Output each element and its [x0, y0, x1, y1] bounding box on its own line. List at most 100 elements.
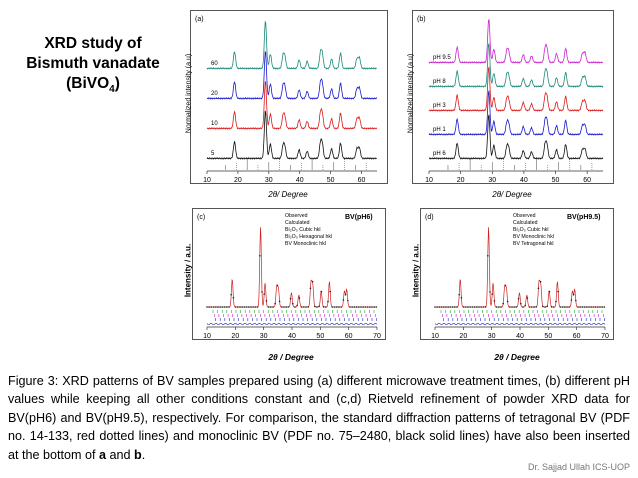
- observed-point-c: [274, 302, 276, 305]
- x-tick-label-a: 60: [358, 177, 366, 184]
- legend-entry-d: Calculated: [513, 220, 538, 226]
- observed-point-d: [537, 287, 540, 290]
- observed-point-c: [261, 291, 263, 293]
- curve-label-b: pH 8: [433, 79, 446, 85]
- observed-point-c: [256, 306, 259, 308]
- x-tick-label-a: 40: [296, 177, 304, 184]
- observed-point-d: [471, 306, 474, 308]
- observed-point-c: [212, 306, 215, 308]
- observed-point-d: [531, 306, 533, 308]
- x-tick-label-d: 50: [544, 333, 552, 340]
- observed-point-c: [327, 300, 329, 303]
- observed-point-c: [287, 306, 290, 308]
- rietveld-plot-c: (c) BV(pH6) 10 20 30 40 50 60 70 ObservedCalcul…: [197, 213, 381, 340]
- observed-point-c: [223, 306, 226, 308]
- observed-point-d: [533, 306, 535, 308]
- observed-point-d: [588, 306, 590, 308]
- observed-point-d: [438, 306, 441, 308]
- curve-label-b: pH 1: [433, 127, 446, 133]
- xrd-curve-b: [428, 18, 604, 64]
- observed-point-d: [583, 306, 586, 308]
- observed-point-c: [259, 255, 261, 257]
- legend-entry-d: Bi₂O₃ Cubic hkl: [513, 227, 549, 233]
- observed-point-c: [362, 306, 364, 308]
- x-tick-label-a: 50: [327, 177, 335, 184]
- observed-point-c: [322, 306, 325, 308]
- caption-bold-b: b: [134, 447, 142, 462]
- observed-point-c: [364, 306, 367, 308]
- observed-point-d: [465, 306, 467, 308]
- observed-point-d: [478, 306, 480, 308]
- observed-point-d: [559, 306, 562, 308]
- observed-point-c: [289, 297, 292, 300]
- observed-point-d: [462, 306, 465, 308]
- rietveld-panel-d: (d) BV(pH9.5) 10 20 30 40 50 60 70 Observed Calc…: [420, 208, 614, 340]
- x-tick-label-c: 50: [316, 333, 324, 340]
- observed-point-c: [239, 306, 241, 308]
- observed-point-c: [340, 306, 342, 308]
- x-tick-label-d: 30: [488, 333, 496, 340]
- observed-point-c: [325, 306, 327, 308]
- observed-point-d: [517, 297, 520, 300]
- observed-point-d: [539, 280, 542, 283]
- observed-point-d: [515, 306, 518, 308]
- observed-point-d: [581, 306, 584, 308]
- observed-point-d: [487, 255, 489, 257]
- caption-bold-a: a: [99, 447, 107, 462]
- curve-label-b: pH 6: [433, 151, 446, 157]
- observed-point-d: [482, 306, 485, 308]
- observed-point-c: [250, 306, 252, 308]
- observed-point-c: [228, 306, 230, 308]
- observed-point-c: [215, 306, 217, 308]
- observed-point-d: [498, 306, 500, 308]
- observed-point-d: [561, 306, 564, 308]
- observed-point-c: [270, 306, 272, 308]
- observed-point-d: [480, 306, 482, 308]
- observed-point-c: [307, 306, 309, 308]
- title-line-3: (BiVO4): [66, 75, 120, 96]
- legend-entry-d: Observed: [513, 213, 536, 219]
- observed-point-c: [276, 284, 279, 287]
- observed-point-d: [506, 300, 509, 303]
- observed-point-c: [344, 294, 347, 296]
- observed-point-c: [206, 306, 208, 308]
- observed-point-c: [351, 306, 353, 308]
- xrd-plot-a: (a) 10 20 30 40 50 60 60 20 10 5: [195, 16, 378, 184]
- observed-point-d: [502, 302, 504, 305]
- xrd-curve-b: [428, 114, 604, 160]
- observed-point-d: [509, 306, 511, 308]
- observed-point-d: [493, 300, 496, 302]
- observed-point-c: [254, 306, 257, 308]
- curve-label-a: 5: [211, 151, 215, 157]
- xrd-curve-a: [206, 81, 378, 130]
- observed-point-c: [298, 297, 301, 299]
- panel-tag-c: (c): [197, 214, 205, 221]
- observed-point-d: [447, 306, 449, 308]
- observed-point-c: [208, 306, 210, 308]
- observed-point-c: [318, 305, 320, 308]
- panel-tag-d: (d): [425, 214, 434, 221]
- ylabel-c: Intensity / a.u.: [183, 243, 193, 298]
- observed-point-d: [553, 306, 555, 308]
- observed-point-d: [524, 304, 526, 307]
- x-tick-label-d: 70: [601, 333, 609, 340]
- difference-curve-c: [206, 322, 378, 326]
- observed-point-c: [342, 299, 345, 301]
- title-line-2: Bismuth vanadate: [26, 55, 160, 72]
- curve-label-a: 10: [211, 121, 218, 127]
- x-tick-label-c: 40: [288, 333, 296, 340]
- observed-point-c: [349, 306, 351, 308]
- xlabel-d: 2θ / Degree: [494, 352, 540, 362]
- x-tick-label-b: 60: [583, 177, 591, 184]
- observed-point-c: [309, 287, 312, 290]
- xrd-curve-a: [206, 110, 377, 160]
- legend-entry-d: BV Monoclinic hkl: [513, 234, 554, 240]
- observed-point-c: [338, 306, 340, 308]
- xrd-curve-a: [206, 20, 377, 70]
- observed-point-c: [265, 300, 268, 302]
- observed-point-d: [443, 306, 445, 308]
- observed-point-d: [548, 290, 551, 293]
- observed-point-c: [263, 293, 265, 295]
- observed-point-d: [434, 306, 436, 308]
- x-tick-label-d: 40: [516, 333, 524, 340]
